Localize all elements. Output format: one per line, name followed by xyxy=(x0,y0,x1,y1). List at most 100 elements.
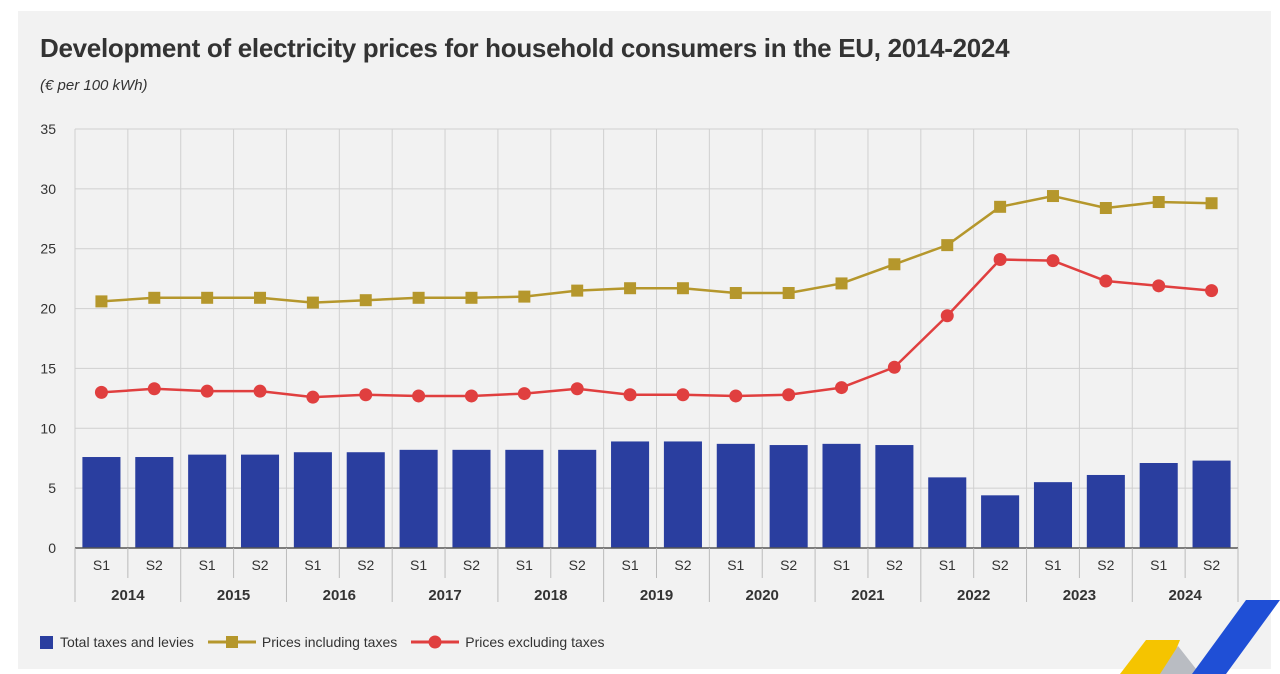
x-tick-label: S1 xyxy=(410,557,427,573)
x-tick-label: S1 xyxy=(622,557,639,573)
bar-taxes-levies xyxy=(452,449,491,548)
x-tick-label: S1 xyxy=(727,557,744,573)
point-prices-excl-taxes xyxy=(729,389,743,403)
legend-label-incl: Prices including taxes xyxy=(261,634,398,650)
year-label: 2024 xyxy=(1168,587,1202,604)
bar-taxes-levies xyxy=(769,445,808,548)
bar-taxes-levies xyxy=(188,454,227,548)
point-prices-excl-taxes xyxy=(1152,279,1166,293)
point-prices-excl-taxes xyxy=(782,388,796,402)
point-prices-excl-taxes xyxy=(887,360,901,374)
bar-taxes-levies xyxy=(293,452,332,548)
point-prices-excl-taxes xyxy=(306,390,320,404)
legend-label-excl: Prices excluding taxes xyxy=(465,634,605,650)
x-tick-label: S1 xyxy=(833,557,850,573)
bar-taxes-levies xyxy=(663,441,702,548)
point-prices-incl-taxes xyxy=(941,239,954,252)
year-label: 2014 xyxy=(111,587,145,604)
point-prices-incl-taxes xyxy=(518,290,531,303)
point-prices-excl-taxes xyxy=(147,382,161,396)
point-prices-incl-taxes xyxy=(571,284,584,297)
year-label: 2021 xyxy=(851,587,884,604)
bar-taxes-levies xyxy=(240,454,280,548)
chart-panel xyxy=(18,11,1271,669)
x-tick-label: S1 xyxy=(516,557,533,573)
y-tick-label: 25 xyxy=(40,241,56,257)
point-prices-incl-taxes xyxy=(1046,190,1059,203)
legend-item-incl: Prices including taxes xyxy=(207,634,398,650)
chart-subtitle: (€ per 100 kWh) xyxy=(40,77,148,94)
x-tick-label: S1 xyxy=(199,557,216,573)
bar-taxes-levies xyxy=(1139,463,1178,548)
x-tick-label: S2 xyxy=(1097,557,1114,573)
point-prices-excl-taxes xyxy=(253,384,267,398)
point-prices-incl-taxes xyxy=(1152,196,1165,209)
bar-taxes-levies xyxy=(928,477,967,548)
point-prices-excl-taxes xyxy=(1205,284,1219,298)
x-tick-label: S2 xyxy=(569,557,586,573)
point-prices-incl-taxes xyxy=(201,291,214,304)
legend-square-marker xyxy=(207,636,256,648)
x-tick-label: S1 xyxy=(939,557,956,573)
point-prices-excl-taxes xyxy=(1099,274,1113,288)
x-tick-label: S2 xyxy=(357,557,374,573)
x-tick-label: S1 xyxy=(93,557,110,573)
year-label: 2017 xyxy=(428,587,461,604)
legend: Total taxes and levies Prices including … xyxy=(40,634,619,650)
point-prices-incl-taxes xyxy=(95,295,108,308)
bar-taxes-levies xyxy=(505,449,544,548)
eurostat-logo-icon xyxy=(1120,600,1280,674)
legend-bar-swatch xyxy=(40,635,53,649)
legend-circle-marker xyxy=(411,635,460,649)
point-prices-incl-taxes xyxy=(465,291,478,304)
point-prices-incl-taxes xyxy=(676,282,689,295)
year-label: 2022 xyxy=(957,587,990,604)
x-tick-label: S2 xyxy=(992,557,1009,573)
bar-taxes-levies xyxy=(1086,474,1125,548)
year-label: 2015 xyxy=(217,587,250,604)
bar-taxes-levies xyxy=(135,457,174,548)
bar-taxes-levies xyxy=(875,445,914,548)
point-prices-excl-taxes xyxy=(835,381,849,395)
point-prices-incl-taxes xyxy=(306,296,319,309)
year-label: 2020 xyxy=(746,587,779,604)
y-tick-label: 10 xyxy=(40,420,56,436)
x-tick-label: S2 xyxy=(251,557,268,573)
point-prices-incl-taxes xyxy=(148,291,161,304)
point-prices-excl-taxes xyxy=(940,309,954,323)
y-tick-label: 5 xyxy=(48,480,56,496)
bar-taxes-levies xyxy=(716,443,755,548)
point-prices-excl-taxes xyxy=(517,387,531,401)
x-tick-label: S2 xyxy=(463,557,480,573)
line-prices-incl-taxes xyxy=(101,194,1212,304)
bar-taxes-levies xyxy=(399,449,438,548)
point-prices-incl-taxes xyxy=(254,291,267,304)
point-prices-excl-taxes xyxy=(200,384,214,398)
x-tick-label: S2 xyxy=(1203,557,1220,573)
point-prices-incl-taxes xyxy=(624,282,637,295)
bar-taxes-levies xyxy=(82,457,121,548)
bar-taxes-levies xyxy=(611,441,650,548)
y-tick-label: 0 xyxy=(48,540,56,556)
bar-taxes-levies xyxy=(822,443,861,548)
x-tick-label: S1 xyxy=(304,557,321,573)
point-prices-excl-taxes xyxy=(570,382,584,396)
point-prices-excl-taxes xyxy=(623,388,637,402)
x-tick-label: S2 xyxy=(674,557,691,573)
legend-item-taxes: Total taxes and levies xyxy=(40,634,194,650)
y-tick-label: 20 xyxy=(40,301,56,317)
bar-taxes-levies xyxy=(1192,460,1231,548)
legend-label-taxes: Total taxes and levies xyxy=(60,634,194,650)
point-prices-incl-taxes xyxy=(1205,197,1218,210)
x-tick-label: S1 xyxy=(1150,557,1167,573)
year-label: 2019 xyxy=(640,587,673,604)
point-prices-excl-taxes xyxy=(993,252,1007,266)
x-tick-label: S1 xyxy=(1044,557,1061,573)
point-prices-incl-taxes xyxy=(412,291,425,304)
y-tick-label: 30 xyxy=(40,181,56,197)
point-prices-incl-taxes xyxy=(835,277,848,290)
point-prices-excl-taxes xyxy=(359,388,373,402)
year-label: 2016 xyxy=(323,587,356,604)
bar-taxes-levies xyxy=(558,449,597,548)
